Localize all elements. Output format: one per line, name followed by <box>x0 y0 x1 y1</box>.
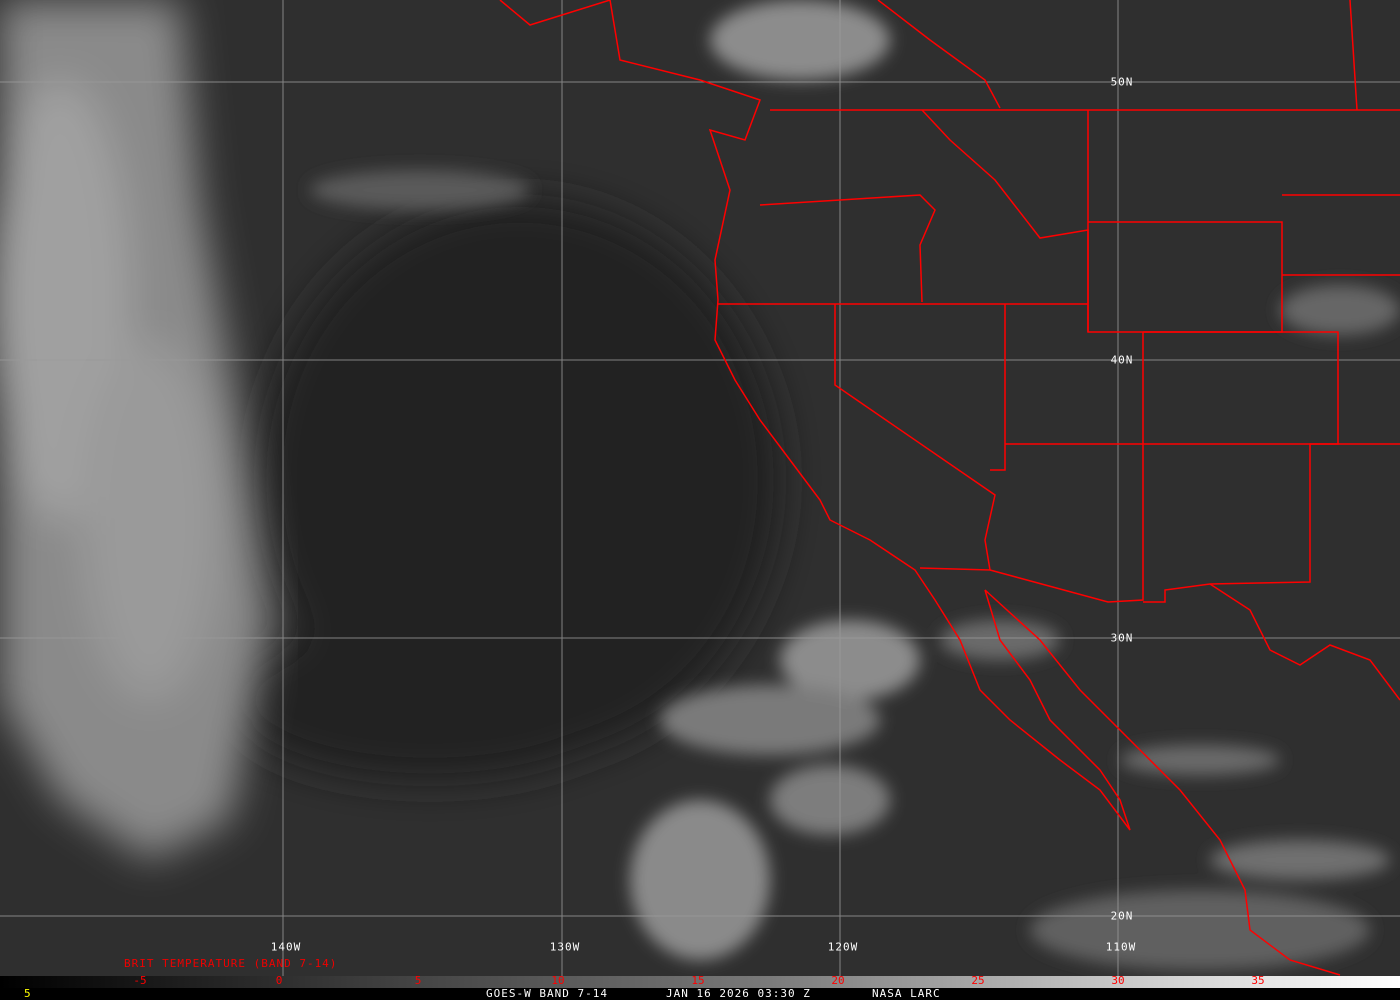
lon-label-110w: 110W <box>1105 940 1137 954</box>
credit: NASA LARC <box>872 987 941 1000</box>
colorbar-tick: 20 <box>831 974 845 987</box>
lon-label-140w: 140W <box>270 940 302 954</box>
cloud-band-west <box>0 0 270 860</box>
colorbar-tick: 0 <box>275 974 283 987</box>
lat-label-40n: 40N <box>1110 353 1134 367</box>
colorbar-tick: 35 <box>1251 974 1265 987</box>
nevada-utah-border <box>990 304 1006 471</box>
lon-label-120w: 120W <box>827 940 859 954</box>
colorbar-tick: 5 <box>414 974 422 987</box>
west-coastline <box>499 0 1131 831</box>
dark-ocean-region <box>230 200 780 780</box>
washington-oregon-border <box>759 194 936 303</box>
colorbar-tick: 15 <box>691 974 705 987</box>
texas-mexico-border <box>1209 583 1400 701</box>
colorbar-title: BRIT TEMPERATURE (BAND 7-14) <box>124 957 338 970</box>
arizona-nm-border <box>989 332 1144 603</box>
lat-label-20n: 20N <box>1110 909 1134 923</box>
lat-label-50n: 50N <box>1110 75 1134 89</box>
bc-alberta-border <box>877 0 1001 109</box>
colorbar-tick: 30 <box>1111 974 1125 987</box>
colorbar-tick: 10 <box>551 974 565 987</box>
footer-bar: 5 GOES-W BAND 7-14 JAN 16 2026 03:30 Z N… <box>0 987 1400 1000</box>
temperature-colorbar: -5 0 5 10 15 20 25 30 35 <box>0 974 1400 988</box>
mainland-mexico-coast <box>984 589 1341 976</box>
lon-label-130w: 130W <box>549 940 581 954</box>
lat-label-30n: 30N <box>1110 631 1134 645</box>
product-name: GOES-W BAND 7-14 <box>486 987 608 1000</box>
image-datetime: JAN 16 2026 03:30 Z <box>666 987 811 1000</box>
frame-number: 5 <box>24 987 32 1000</box>
california-nevada-border <box>834 304 996 571</box>
clouds-scattered <box>310 0 1400 970</box>
satellite-image <box>0 0 1400 976</box>
alberta-sask-border <box>1349 0 1358 111</box>
nm-border <box>1143 331 1339 603</box>
political-borders <box>499 0 1400 976</box>
colorbar-tick: -5 <box>133 974 147 987</box>
colorbar-tick: 25 <box>971 974 985 987</box>
